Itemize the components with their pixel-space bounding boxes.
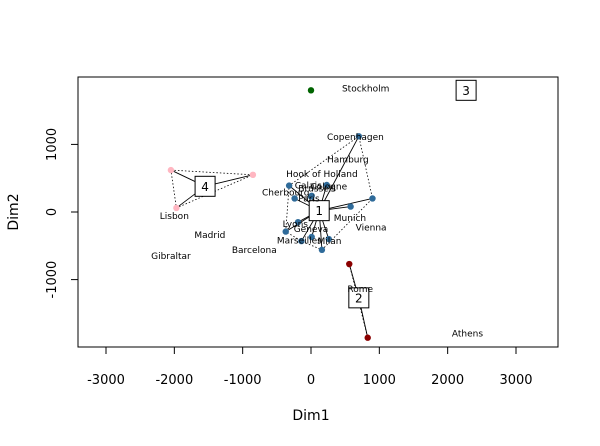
city-label: Brussels xyxy=(298,184,336,194)
cluster-4-point xyxy=(249,171,257,179)
cluster-1-point xyxy=(308,192,315,199)
cluster-1-box xyxy=(308,200,330,222)
cluster-1-point xyxy=(369,195,376,202)
x-tick-label: -3000 xyxy=(87,373,125,388)
y-tick-label: 1000 xyxy=(45,128,60,161)
cluster-3-point xyxy=(307,87,315,94)
cluster-1-point xyxy=(355,133,363,140)
city-label: Munich xyxy=(334,214,366,224)
city-label: Marseilles xyxy=(277,236,322,246)
cluster-3-box xyxy=(455,79,477,101)
x-tick-label: 2000 xyxy=(431,373,464,388)
cluster-4-box xyxy=(194,175,216,197)
city-label: Hamburg xyxy=(327,155,369,165)
city-labels: AthensBarcelonaBrusselsCalaisCherbourgCo… xyxy=(151,84,483,339)
city-label: Geneva xyxy=(294,225,329,235)
city-label: Calais xyxy=(295,182,322,192)
city-label: Copenhagen xyxy=(327,133,384,143)
city-label: Athens xyxy=(452,330,483,340)
city-label: Cherbourg xyxy=(262,188,309,198)
cluster-1-label: 1 xyxy=(315,204,323,218)
cluster-points xyxy=(167,87,376,341)
x-tick-label: 0 xyxy=(307,373,315,388)
city-label: Lisbon xyxy=(160,212,189,222)
city-label: Madrid xyxy=(194,231,225,241)
cluster-3-label: 3 xyxy=(462,84,470,98)
city-label: Vienna xyxy=(356,224,387,234)
city-label: Cologne xyxy=(310,182,347,192)
cluster-2-label: 2 xyxy=(355,291,363,305)
cluster-1-point xyxy=(318,246,326,254)
cluster-2-point xyxy=(346,260,353,268)
cluster-1-point xyxy=(285,182,293,189)
cluster-1-point xyxy=(298,237,305,245)
city-label: Stockholm xyxy=(342,84,389,94)
y-axis: -1000 0 1000 xyxy=(45,128,79,299)
cluster-2-point xyxy=(364,334,371,341)
cluster-1-point xyxy=(282,228,289,235)
cluster-1-point xyxy=(325,235,332,243)
x-axis-title: Dim1 xyxy=(292,408,329,424)
city-label: Milan xyxy=(317,237,341,247)
city-label: Barcelona xyxy=(232,246,277,256)
x-axis: -3000 -2000 -1000 0 1000 2000 3000 xyxy=(87,346,533,388)
cluster-1-point xyxy=(347,203,354,210)
y-tick-label: 0 xyxy=(45,208,60,216)
cluster-1-point xyxy=(308,233,315,241)
city-label: Paris xyxy=(298,194,320,204)
y-axis-title: Dim2 xyxy=(6,193,22,230)
y-tick-label: -1000 xyxy=(45,261,60,299)
cluster-1-point xyxy=(323,181,330,189)
cluster-4-point xyxy=(173,204,180,212)
city-label: Hook of Holland xyxy=(286,170,358,180)
cluster-4-label: 4 xyxy=(201,180,209,194)
cluster-1-spoke xyxy=(318,136,360,211)
cluster-2-box xyxy=(348,287,370,309)
cluster-4-point xyxy=(167,166,175,174)
x-tick-label: -2000 xyxy=(155,373,193,388)
city-label: Gibraltar xyxy=(151,252,191,262)
cluster-1-point xyxy=(291,195,298,202)
cluster-center-labels: 1 2 3 4 xyxy=(194,79,477,309)
x-tick-label: 1000 xyxy=(363,373,396,388)
x-tick-label: -1000 xyxy=(224,373,262,388)
cluster-1-point xyxy=(294,218,302,226)
city-label: Rome xyxy=(347,285,373,295)
x-tick-label: 3000 xyxy=(499,373,532,388)
city-label: Lyons xyxy=(283,220,309,230)
